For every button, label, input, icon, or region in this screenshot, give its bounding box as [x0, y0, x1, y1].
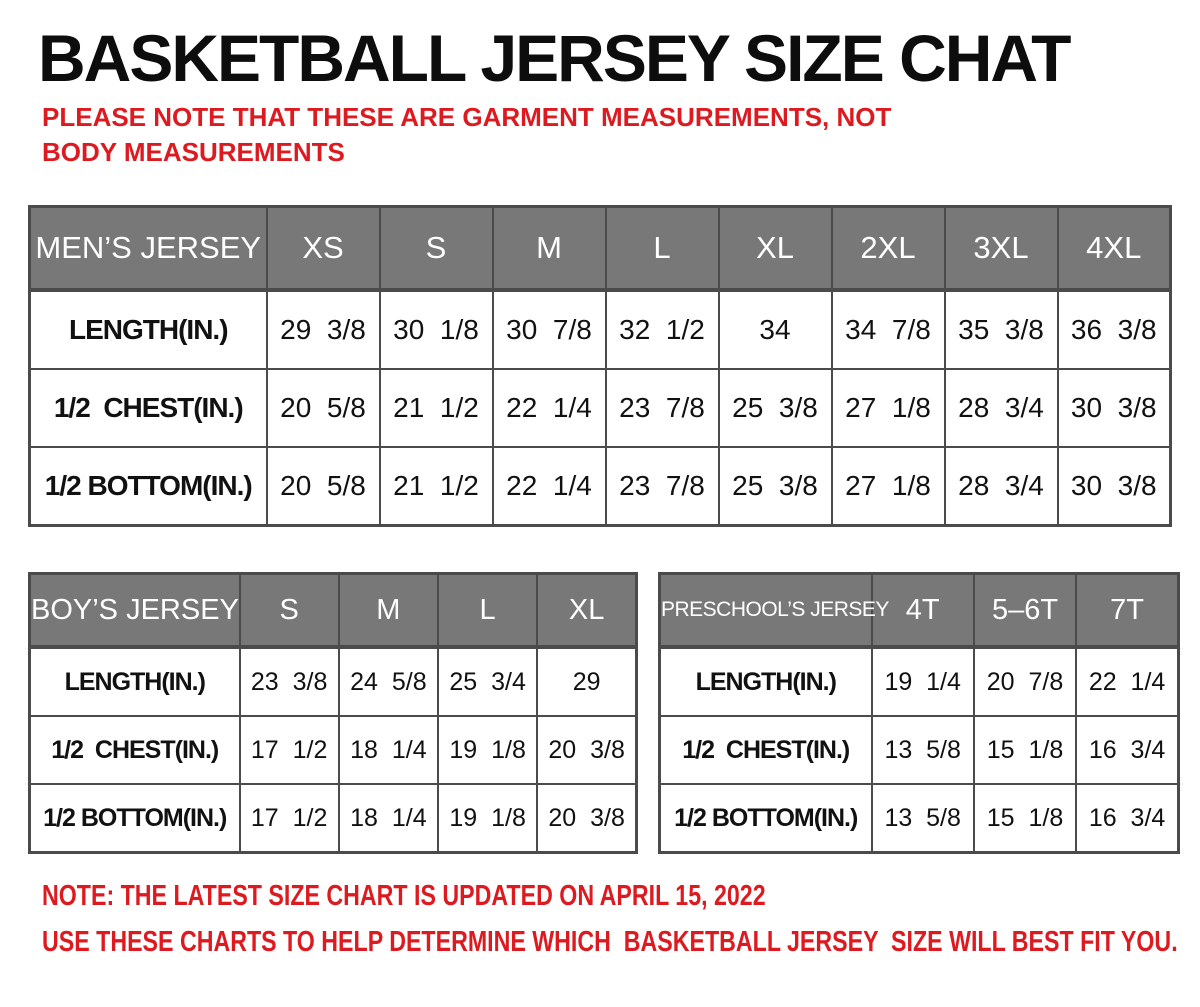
value-cell: 25 3/8 [717, 446, 833, 527]
value-cell: 15 1/8 [972, 715, 1078, 785]
preschool-size-header: 4T [870, 572, 975, 649]
row-label: 1/2 CHEST(IN.) [28, 715, 241, 785]
value-cell: 13 5/8 [870, 783, 975, 854]
value-cell: 32 1/2 [604, 289, 720, 370]
value-cell: 25 3/8 [717, 368, 833, 448]
mens-bottom-row: 1/2 BOTTOM(IN.) 20 5/8 21 1/2 22 1/4 23 … [28, 446, 1172, 527]
value-cell: 35 3/8 [943, 289, 1059, 370]
boys-jersey-table: BOY’S JERSEY S M L XL LENGTH(IN.) 23 3/8… [28, 572, 638, 854]
value-cell: 13 5/8 [870, 715, 975, 785]
value-cell: 29 [536, 646, 638, 717]
value-cell: 20 5/8 [265, 446, 381, 527]
value-cell: 22 1/4 [491, 446, 607, 527]
value-cell: 27 1/8 [830, 368, 946, 448]
mens-size-header: XL [717, 205, 833, 292]
update-note-text: NOTE: THE LATEST SIZE CHART IS UPDATED O… [42, 880, 766, 912]
boys-header-row: BOY’S JERSEY S M L XL [28, 572, 638, 649]
value-cell: 22 1/4 [1075, 646, 1180, 717]
value-cell: 23 3/8 [238, 646, 340, 717]
preschool-header-row: PRESCHOOL’S JERSEY 4T 5–6T 7T [658, 572, 1180, 649]
value-cell: 17 1/2 [238, 783, 340, 854]
boys-size-header: S [238, 572, 340, 649]
mens-jersey-table: MEN’S JERSEY XS S M L XL 2XL 3XL 4XL LEN… [28, 205, 1172, 527]
preschool-length-row: LENGTH(IN.) 19 1/4 20 7/8 22 1/4 [658, 646, 1180, 717]
boys-size-header: M [337, 572, 440, 649]
mens-size-header: L [604, 205, 720, 292]
preschool-bottom-row: 1/2 BOTTOM(IN.) 13 5/8 15 1/8 16 3/4 [658, 783, 1180, 854]
value-cell: 28 3/4 [943, 368, 1059, 448]
preschool-size-header: 5–6T [972, 572, 1078, 649]
mens-size-header: 4XL [1056, 205, 1172, 292]
row-label: 1/2 BOTTOM(IN.) [658, 783, 873, 854]
row-label: 1/2 CHEST(IN.) [28, 368, 268, 448]
mens-size-header: XS [265, 205, 381, 292]
value-cell: 30 3/8 [1056, 446, 1172, 527]
value-cell: 19 1/4 [870, 646, 975, 717]
row-label: 1/2 BOTTOM(IN.) [28, 783, 241, 854]
boys-bottom-row: 1/2 BOTTOM(IN.) 17 1/2 18 1/4 19 1/8 20 … [28, 783, 638, 854]
row-label: 1/2 BOTTOM(IN.) [28, 446, 268, 527]
preschool-size-header: 7T [1075, 572, 1180, 649]
mens-size-header: S [378, 205, 494, 292]
row-label: LENGTH(IN.) [28, 289, 268, 370]
mens-size-header: M [491, 205, 607, 292]
preschool-jersey-table: PRESCHOOL’S JERSEY 4T 5–6T 7T LENGTH(IN.… [658, 572, 1180, 854]
value-cell: 20 5/8 [265, 368, 381, 448]
row-label: 1/2 CHEST(IN.) [658, 715, 873, 785]
row-label: LENGTH(IN.) [28, 646, 241, 717]
value-cell: 34 7/8 [830, 289, 946, 370]
boys-table-title: BOY’S JERSEY [28, 572, 241, 649]
mens-length-row: LENGTH(IN.) 29 3/8 30 1/8 30 7/8 32 1/2 … [28, 289, 1172, 370]
value-cell: 16 3/4 [1075, 783, 1180, 854]
value-cell: 34 [717, 289, 833, 370]
value-cell: 20 3/8 [536, 715, 638, 785]
update-note: NOTE: THE LATEST SIZE CHART IS UPDATED O… [42, 880, 947, 913]
value-cell: 22 1/4 [491, 368, 607, 448]
value-cell: 30 3/8 [1056, 368, 1172, 448]
value-cell: 19 1/8 [436, 783, 539, 854]
value-cell: 16 3/4 [1075, 715, 1180, 785]
value-cell: 20 3/8 [536, 783, 638, 854]
mens-size-header: 3XL [943, 205, 1059, 292]
value-cell: 17 1/2 [238, 715, 340, 785]
value-cell: 28 3/4 [943, 446, 1059, 527]
value-cell: 30 1/8 [378, 289, 494, 370]
boys-chest-row: 1/2 CHEST(IN.) 17 1/2 18 1/4 19 1/8 20 3… [28, 715, 638, 785]
value-cell: 23 7/8 [604, 368, 720, 448]
value-cell: 21 1/2 [378, 368, 494, 448]
value-cell: 36 3/8 [1056, 289, 1172, 370]
fit-note-text: USE THESE CHARTS TO HELP DETERMINE WHICH… [42, 926, 1178, 958]
mens-chest-row: 1/2 CHEST(IN.) 20 5/8 21 1/2 22 1/4 23 7… [28, 368, 1172, 448]
value-cell: 25 3/4 [436, 646, 539, 717]
garment-measurement-note: PLEASE NOTE THAT THESE ARE GARMENT MEASU… [42, 102, 892, 168]
value-cell: 27 1/8 [830, 446, 946, 527]
preschool-table-title: PRESCHOOL’S JERSEY [658, 572, 889, 649]
value-cell: 21 1/2 [378, 446, 494, 527]
boys-length-row: LENGTH(IN.) 23 3/8 24 5/8 25 3/4 29 [28, 646, 638, 717]
value-cell: 29 3/8 [265, 289, 381, 370]
value-cell: 18 1/4 [337, 715, 440, 785]
value-cell: 19 1/8 [436, 715, 539, 785]
value-cell: 18 1/4 [337, 783, 440, 854]
fit-note: USE THESE CHARTS TO HELP DETERMINE WHICH… [42, 926, 1200, 959]
value-cell: 15 1/8 [972, 783, 1078, 854]
value-cell: 24 5/8 [337, 646, 440, 717]
page-title: BASKETBALL JERSEY SIZE CHAT [38, 21, 1071, 95]
value-cell: 23 7/8 [604, 446, 720, 527]
preschool-chest-row: 1/2 CHEST(IN.) 13 5/8 15 1/8 16 3/4 [658, 715, 1180, 785]
mens-size-header: 2XL [830, 205, 946, 292]
value-cell: 30 7/8 [491, 289, 607, 370]
boys-size-header: XL [536, 572, 638, 649]
boys-size-header: L [436, 572, 539, 649]
row-label: LENGTH(IN.) [658, 646, 873, 717]
mens-table-title: MEN’S JERSEY [28, 205, 268, 292]
mens-header-row: MEN’S JERSEY XS S M L XL 2XL 3XL 4XL [28, 205, 1172, 292]
value-cell: 20 7/8 [972, 646, 1078, 717]
